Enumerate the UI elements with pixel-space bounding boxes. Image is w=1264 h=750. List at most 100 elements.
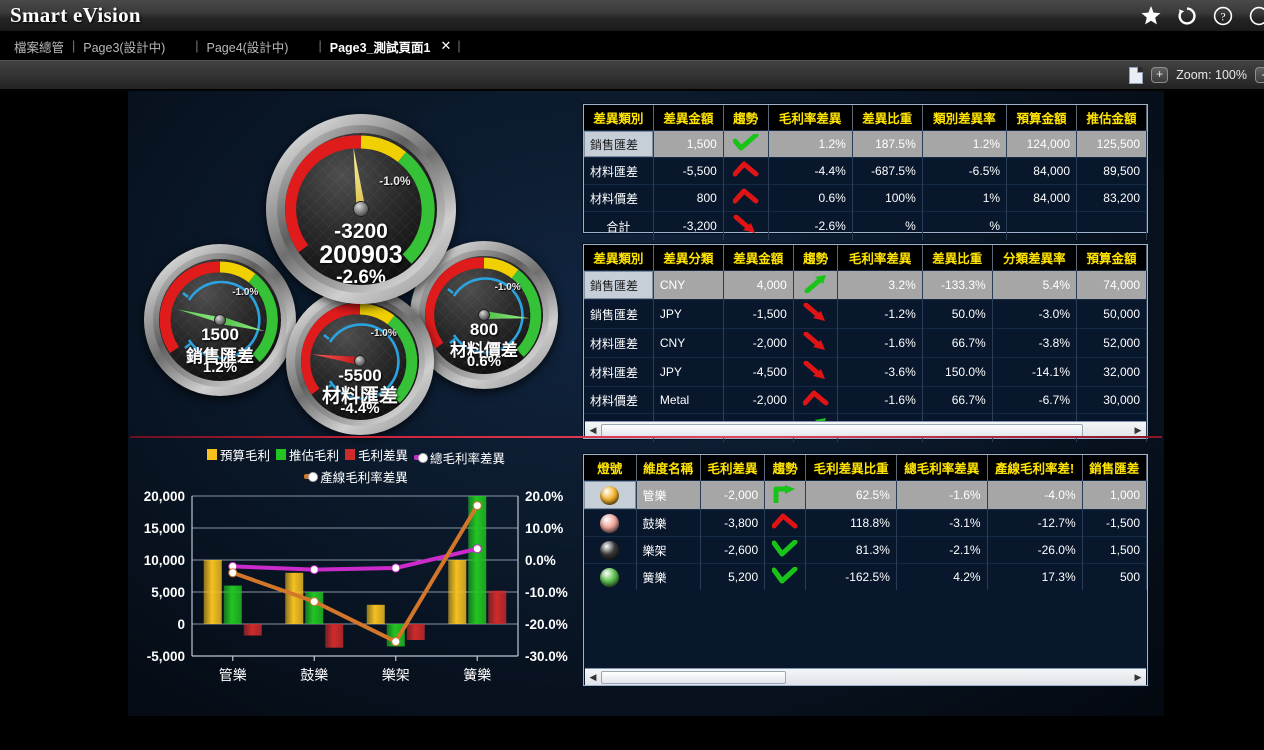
column-header[interactable]: 預算金額	[1006, 105, 1077, 131]
svg-text:樂架: 樂架	[382, 667, 410, 683]
gauge-color-ring	[301, 303, 418, 403]
tab-file-explorer[interactable]: 檔案總管 |	[8, 37, 77, 56]
column-header[interactable]: 毛利差異	[700, 455, 766, 481]
table-row[interactable]: 材料匯差 -5,500 -4.4% -687.5% -6.5% 84,000 89,500	[584, 157, 1147, 185]
table-header-row: 燈號 維度名稱 毛利差異 趨勢 毛利差異比重 總毛利率差異 產線毛利率差! 銷售匯差	[584, 455, 1148, 481]
table-cell: 118.8%	[805, 509, 897, 537]
light-indicator-cell	[584, 480, 637, 510]
column-header[interactable]: 燈號	[584, 455, 637, 481]
tab-page3-test1[interactable]: | Page3_測試頁面1 ✕ |	[316, 37, 462, 56]
gauge-dial: -1.0% 1500 銷售匯差 1.2%	[159, 259, 281, 381]
gauge-hub	[353, 201, 369, 217]
table-row[interactable]: 合計 -3,200 -2.6%%%	[584, 211, 1147, 240]
column-header[interactable]: 產線毛利率差!	[987, 455, 1083, 481]
gauge-total[interactable]: -1.0% -3200 200903 -2.6%	[266, 114, 456, 304]
table-row[interactable]: 鼓樂 -3,800 118.8% -3.1% -12.7% -1,500	[584, 509, 1148, 537]
table-cell: 66.7%	[922, 328, 993, 358]
tab-page4-design[interactable]: | Page4(設計中)	[193, 37, 294, 56]
column-header[interactable]: 差異類別	[584, 105, 654, 131]
column-header[interactable]: 推估金額	[1076, 105, 1147, 131]
gauge-sales-fx[interactable]: -1.0% 1500 銷售匯差 1.2%	[144, 244, 296, 396]
table2-horizontal-scrollbar[interactable]: ◀ ▶	[585, 421, 1146, 438]
column-header[interactable]: 差異分類	[653, 245, 724, 271]
status-light-icon	[600, 485, 620, 505]
column-header[interactable]: 毛利率差異	[837, 245, 923, 271]
svg-text:20.0%: 20.0%	[525, 489, 563, 504]
column-header[interactable]: 類別差異率	[922, 105, 1008, 131]
document-icon[interactable]	[1129, 66, 1144, 84]
trend-icon	[723, 211, 769, 240]
table-row[interactable]: 簧樂 5,200 -162.5% 4.2% 17.3% 500	[584, 563, 1148, 590]
table-row[interactable]: 銷售匯差 CNY 4,000 3.2% -133.3% 5.4% 74,000	[584, 270, 1147, 300]
gauge-color-ring	[285, 135, 435, 264]
table-row[interactable]: 樂架 -2,600 81.3% -2.1% -26.0% 1,500	[584, 536, 1148, 564]
legend-item[interactable]: 總毛利率差異	[414, 448, 505, 467]
gauge-tick-label: -1.0%	[232, 287, 259, 299]
scroll-right-arrow[interactable]: ▶	[1134, 424, 1142, 435]
legend-label: 總毛利率差異	[430, 452, 506, 466]
table-cell: 52,000	[1076, 328, 1147, 358]
table-cell: CNY	[653, 270, 724, 300]
table3-horizontal-scrollbar[interactable]: ◀ ▶	[585, 668, 1146, 685]
scroll-left-arrow[interactable]: ◀	[589, 671, 597, 682]
column-header[interactable]: 差異金額	[653, 105, 724, 131]
column-header[interactable]: 趨勢	[764, 455, 807, 481]
settings-icon[interactable]	[1248, 5, 1264, 27]
close-icon[interactable]: ✕	[440, 38, 452, 53]
table-cell: 銷售匯差	[584, 299, 654, 329]
column-header[interactable]: 維度名稱	[636, 455, 701, 481]
svg-text:5,000: 5,000	[151, 585, 185, 600]
table-cell: 74,000	[1076, 270, 1147, 300]
table-row[interactable]: 材料價差 Metal -2,000 -1.6% 66.7% -6.7% 30,000	[584, 386, 1147, 414]
column-header[interactable]: 毛利率差異	[768, 105, 853, 131]
status-light-icon	[600, 567, 620, 587]
scroll-thumb[interactable]	[601, 423, 1084, 437]
table-row[interactable]: 材料價差 800 0.6% 100% 1% 84,000 83,200	[584, 184, 1147, 212]
legend-item[interactable]: 預算毛利	[206, 445, 270, 464]
table-cell: 材料價差	[584, 184, 654, 212]
zoom-out-button[interactable]: -	[1255, 67, 1264, 83]
column-header[interactable]: 差異類別	[584, 245, 654, 271]
svg-text:-10.0%: -10.0%	[525, 585, 568, 600]
table-row[interactable]: 銷售匯差 JPY -1,500 -1.2% 50.0% -3.0% 50,000	[584, 299, 1147, 329]
legend-item[interactable]: 毛利差異	[345, 445, 408, 464]
favorite-icon[interactable]	[1140, 5, 1162, 27]
dimension-light-table: 燈號 維度名稱 毛利差異 趨勢 毛利差異比重 總毛利率差異 產線毛利率差! 銷售匯差 管樂 -2…	[583, 454, 1148, 686]
legend-item[interactable]: 產線毛利率差異	[304, 467, 408, 486]
scroll-right-arrow[interactable]: ▶	[1134, 671, 1142, 682]
scroll-left-arrow[interactable]: ◀	[589, 424, 597, 435]
table-row[interactable]: 銷售匯差 1,500 1.2% 187.5% 1.2% 124,000 125,500	[584, 130, 1147, 158]
column-header[interactable]: 分類差異率	[992, 245, 1078, 271]
column-header[interactable]: 銷售匯差	[1082, 455, 1148, 481]
table-cell: 100%	[852, 184, 923, 212]
zoom-in-button[interactable]: +	[1151, 67, 1169, 83]
column-header[interactable]: 毛利差異比重	[805, 455, 897, 481]
table-row[interactable]: 管樂 -2,000 62.5% -1.6% -4.0% 1,000	[584, 480, 1148, 510]
refresh-icon[interactable]	[1176, 5, 1198, 27]
column-header[interactable]: 趨勢	[793, 245, 839, 271]
help-icon[interactable]: ?	[1212, 5, 1234, 27]
gauge-material-fx[interactable]: -1.0% -5500 材料匯差 -4.4%	[286, 287, 434, 435]
legend-line-marker	[304, 472, 319, 482]
column-header[interactable]: 差異比重	[922, 245, 993, 271]
column-header[interactable]: 總毛利率差異	[896, 455, 988, 481]
section-divider	[130, 436, 1162, 438]
column-header[interactable]: 趨勢	[723, 105, 769, 131]
column-header[interactable]: 差異金額	[723, 245, 794, 271]
scroll-thumb[interactable]	[601, 670, 787, 684]
column-header[interactable]: 差異比重	[852, 105, 923, 131]
table-cell: -2.6%	[768, 211, 853, 240]
trend-icon	[723, 130, 769, 158]
table-row[interactable]: 材料匯差 JPY -4,500 -3.6% 150.0% -14.1% 32,000	[584, 357, 1147, 387]
table-cell: 材料匯差	[584, 357, 654, 387]
table-cell: 3.2%	[837, 270, 923, 300]
table-cell: 樂架	[636, 536, 701, 564]
table-cell: -6.5%	[922, 157, 1008, 185]
table-cell: 17.3%	[987, 563, 1083, 590]
table-row[interactable]: 材料匯差 CNY -2,000 -1.6% 66.7% -3.8% 52,000	[584, 328, 1147, 358]
column-header[interactable]: 預算金額	[1076, 245, 1147, 271]
gauge-material-price[interactable]: -1.0% 800 材料價差 0.6%	[410, 241, 558, 389]
legend-item[interactable]: 推估毛利	[275, 445, 339, 464]
svg-text:15,000: 15,000	[144, 521, 185, 536]
tab-page3-design[interactable]: Page3(設計中)	[77, 37, 171, 56]
